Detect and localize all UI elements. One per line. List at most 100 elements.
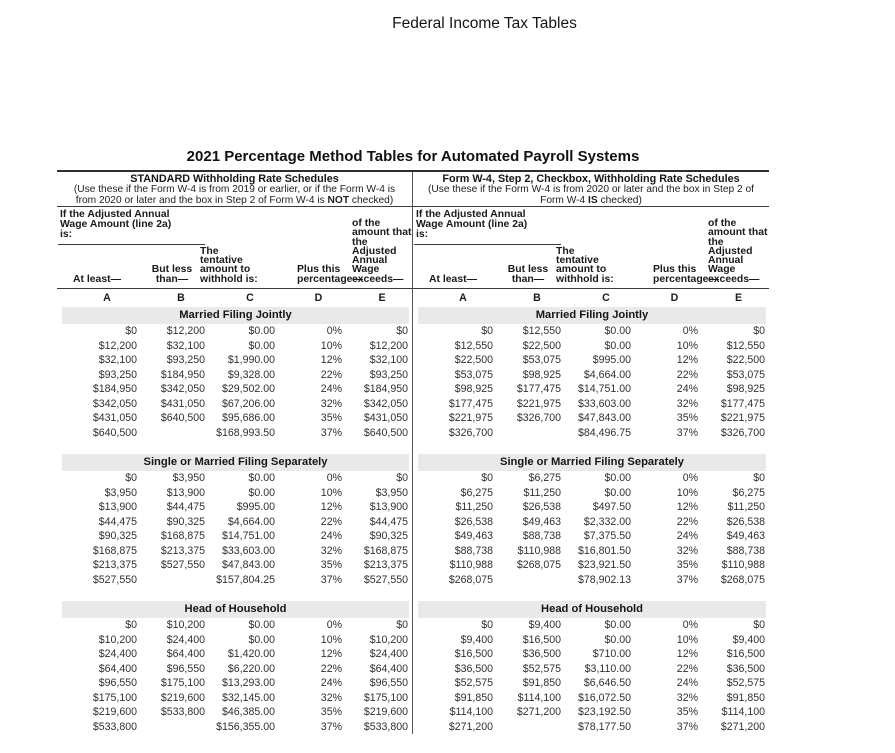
- cell-but-less-than: $16,500: [522, 633, 561, 646]
- column-letter-a: A: [103, 292, 111, 304]
- cell-plus-percentage: 10%: [676, 339, 698, 352]
- cell-plus-percentage: 12%: [320, 648, 342, 660]
- cell-tentative-amount: $995.00: [236, 501, 275, 513]
- cell-at-least: $175,100: [92, 691, 137, 704]
- column-letter-e: E: [734, 292, 743, 304]
- header-line: exceeds—: [352, 273, 404, 285]
- tax-bracket-row: $0 $6,275 $0.00 0% $0: [413, 471, 769, 486]
- cell-but-less-than: $9,400: [528, 619, 561, 631]
- tax-bracket-row: $110,988 $268,075 $23,921.50 35% $110,98…: [413, 558, 769, 573]
- column-letter-b: B: [177, 292, 185, 304]
- tax-bracket-row: $53,075 $98,925 $4,664.00 22% $53,075: [413, 368, 769, 383]
- cell-at-least: $26,538: [454, 515, 493, 528]
- cell-tentative-amount: $0.00: [604, 486, 631, 499]
- header-excess-over: of the amount that the Adjusted Annual W…: [352, 218, 413, 285]
- cell-tentative-amount: $84,496.75: [577, 426, 631, 439]
- cell-at-least: $168,875: [92, 544, 137, 557]
- tax-bracket-row: $326,700 $84,496.75 37% $326,700: [413, 426, 769, 441]
- tax-bracket-row: $0 $12,550 $0.00 0% $0: [413, 324, 769, 339]
- tax-bracket-row: $24,400 $64,400 $1,420.00 12% $24,400: [57, 647, 412, 662]
- cell-at-least: $0: [481, 619, 493, 631]
- cell-excess-over: $221,975: [720, 412, 765, 424]
- cell-tentative-amount: $3,110.00: [584, 662, 631, 675]
- cell-excess-over: $12,550: [726, 339, 765, 352]
- cell-tentative-amount: $14,751.00: [577, 383, 631, 395]
- cell-tentative-amount: $23,192.50: [577, 706, 631, 718]
- cell-at-least: $98,925: [454, 383, 493, 395]
- status-table-hoh: Head of Household $0 $9,400 $0.00 0% $0: [413, 601, 769, 734]
- tax-bracket-row: $22,500 $53,075 $995.00 12% $22,500: [413, 353, 769, 368]
- status-table-mfj: Married Filing Jointly $0 $12,200 $0.00 …: [57, 307, 412, 440]
- cell-tentative-amount: $78,902.13: [577, 573, 631, 586]
- wage-group-line: Wage Amount (line 2a): [416, 219, 528, 231]
- status-table-mfj: Married Filing Jointly $0 $12,550 $0.00 …: [413, 307, 769, 440]
- cell-tentative-amount: $33,603.00: [221, 544, 275, 557]
- status-band: Single or Married Filing Separately: [418, 454, 766, 471]
- cell-excess-over: $177,475: [720, 397, 765, 410]
- header-line: amount that: [708, 227, 768, 239]
- cell-excess-over: $13,900: [369, 501, 408, 513]
- cell-tentative-amount: $9,328.00: [227, 368, 275, 381]
- tax-bracket-row: $11,250 $26,538 $497.50 12% $11,250: [413, 500, 769, 515]
- tax-bracket-row: $12,200 $32,100 $0.00 10% $12,200: [57, 339, 412, 354]
- cell-at-least: $0: [481, 325, 493, 337]
- cell-tentative-amount: $0.00: [604, 339, 631, 352]
- schedule-checkbox-subtitle-line2: Form W-4 IS checked): [413, 194, 769, 207]
- wage-group-line: If the Adjusted Annual: [416, 209, 526, 220]
- cell-at-least: $12,200: [98, 339, 137, 352]
- cell-but-less-than: $96,550: [166, 662, 205, 675]
- wage-group-line: is:: [60, 229, 73, 241]
- cell-excess-over: $90,325: [369, 530, 408, 542]
- tax-bracket-row: $114,100 $271,200 $23,192.50 35% $114,10…: [413, 705, 769, 720]
- cell-tentative-amount: $0.00: [248, 486, 275, 499]
- header-line: The: [200, 245, 219, 257]
- cell-excess-over: $640,500: [363, 426, 408, 439]
- status-band: Married Filing Jointly: [62, 307, 409, 324]
- cell-plus-percentage: 24%: [320, 530, 342, 542]
- header-line: Plus this: [653, 264, 697, 276]
- cell-at-least: $88,738: [454, 544, 493, 557]
- header-line: of the: [708, 217, 737, 229]
- cell-but-less-than: $326,700: [516, 412, 561, 424]
- cell-plus-percentage: 0%: [326, 619, 342, 631]
- subtitle-text: checked): [597, 194, 642, 206]
- cell-but-less-than: $431,050: [160, 397, 205, 410]
- header-at-least: At least—: [429, 273, 477, 285]
- tax-tables-document: 2021 Percentage Method Tables for Automa…: [57, 148, 769, 734]
- cell-but-less-than: [137, 573, 205, 588]
- cell-plus-percentage: 10%: [676, 486, 698, 499]
- subtitle-bold-word: IS: [588, 194, 598, 206]
- cell-at-least: $0: [481, 472, 493, 484]
- header-line: The: [556, 245, 575, 257]
- cell-tentative-amount: $0.00: [604, 472, 631, 484]
- cell-plus-percentage: 37%: [676, 573, 698, 586]
- cell-at-least: $177,475: [448, 397, 493, 410]
- cell-at-least: $90,325: [98, 530, 137, 542]
- tax-bracket-rows: $0 $3,950 $0.00 0% $0 $3,950 $13,900 $0.…: [57, 471, 412, 587]
- cell-plus-percentage: 22%: [320, 662, 342, 675]
- cell-but-less-than: [137, 426, 205, 441]
- cell-plus-percentage: 10%: [676, 633, 698, 646]
- cell-excess-over: $326,700: [720, 426, 765, 439]
- cell-tentative-amount: $67,206.00: [221, 397, 275, 410]
- cell-excess-over: $32,100: [369, 354, 408, 366]
- header-line: amount to: [556, 264, 607, 276]
- tax-bracket-row: $342,050 $431,050 $67,206.00 32% $342,05…: [57, 397, 412, 412]
- cell-tentative-amount: $14,751.00: [221, 530, 275, 542]
- tax-bracket-row: $32,100 $93,250 $1,990.00 12% $32,100: [57, 353, 412, 368]
- tax-bracket-row: $527,550 $157,804.25 37% $527,550: [57, 573, 412, 588]
- cell-at-least: $268,075: [448, 573, 493, 586]
- cell-at-least: $221,975: [448, 412, 493, 424]
- cell-at-least: $22,500: [454, 354, 493, 366]
- cell-excess-over: $12,200: [369, 339, 408, 352]
- tax-bracket-row: $268,075 $78,902.13 37% $268,075: [413, 573, 769, 588]
- cell-plus-percentage: 12%: [320, 354, 342, 366]
- cell-excess-over: $3,950: [375, 486, 408, 499]
- cell-tentative-amount: $7,375.50: [583, 530, 631, 542]
- cell-tentative-amount: $46,385.00: [221, 706, 275, 718]
- cell-excess-over: $0: [753, 472, 765, 484]
- cell-excess-over: $0: [396, 325, 408, 337]
- cell-tentative-amount: $95,686.00: [221, 412, 275, 424]
- header-line: But less: [151, 264, 193, 276]
- cell-tentative-amount: $0.00: [604, 619, 631, 631]
